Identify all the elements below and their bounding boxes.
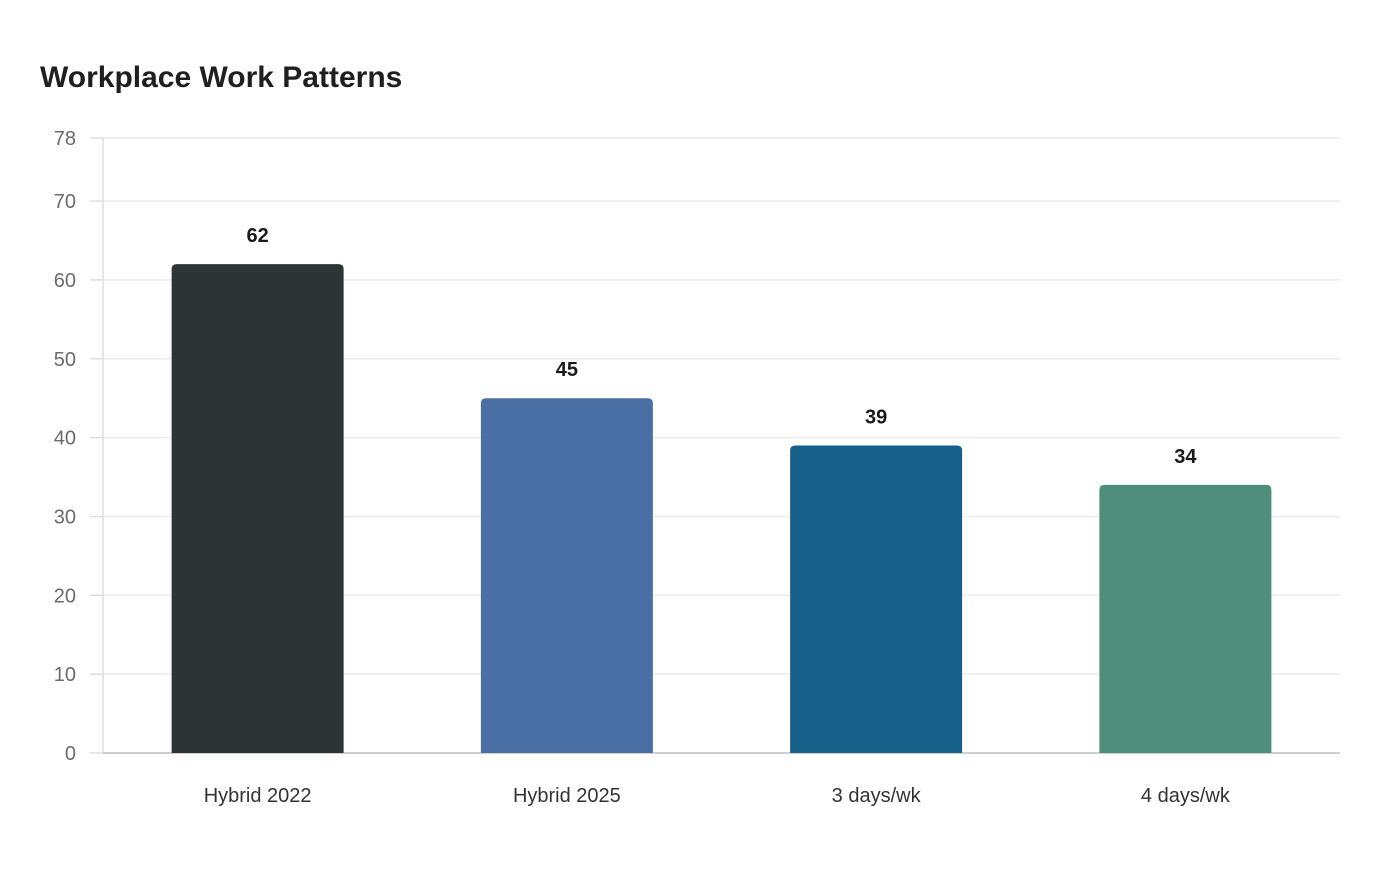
y-tick-label: 60 (54, 270, 76, 292)
y-tick-labels: 0 10 20 30 40 50 60 70 78 (54, 128, 103, 765)
category-label: Hybrid 2022 (204, 785, 312, 807)
data-labels: 62 45 39 34 (247, 225, 1198, 468)
y-tick-label: 10 (54, 664, 76, 686)
y-tick-label: 70 (54, 191, 76, 213)
y-tick-label: 0 (65, 743, 76, 765)
category-labels: Hybrid 2022 Hybrid 2025 3 days/wk 4 days/wk (204, 785, 1231, 807)
category-label: 4 days/wk (1141, 785, 1231, 807)
data-label: 45 (556, 359, 578, 381)
bar-4-days-wk (1099, 484, 1272, 753)
bar-3-days-wk (790, 445, 963, 753)
y-tick-label: 78 (54, 128, 76, 150)
y-tick-label: 40 (54, 428, 76, 450)
bar-hybrid-2022 (171, 264, 344, 753)
category-label: Hybrid 2025 (513, 785, 621, 807)
bar-hybrid-2025 (480, 398, 653, 753)
chart-title: Workplace Work Patterns (40, 61, 403, 94)
category-label: 3 days/wk (832, 785, 922, 807)
y-tick-label: 50 (54, 349, 76, 371)
data-label: 39 (865, 407, 887, 429)
data-label: 62 (247, 225, 269, 247)
y-tick-label: 30 (54, 506, 76, 528)
y-tick-label: 20 (54, 585, 76, 607)
bars (171, 264, 1272, 753)
data-label: 34 (1174, 446, 1197, 468)
